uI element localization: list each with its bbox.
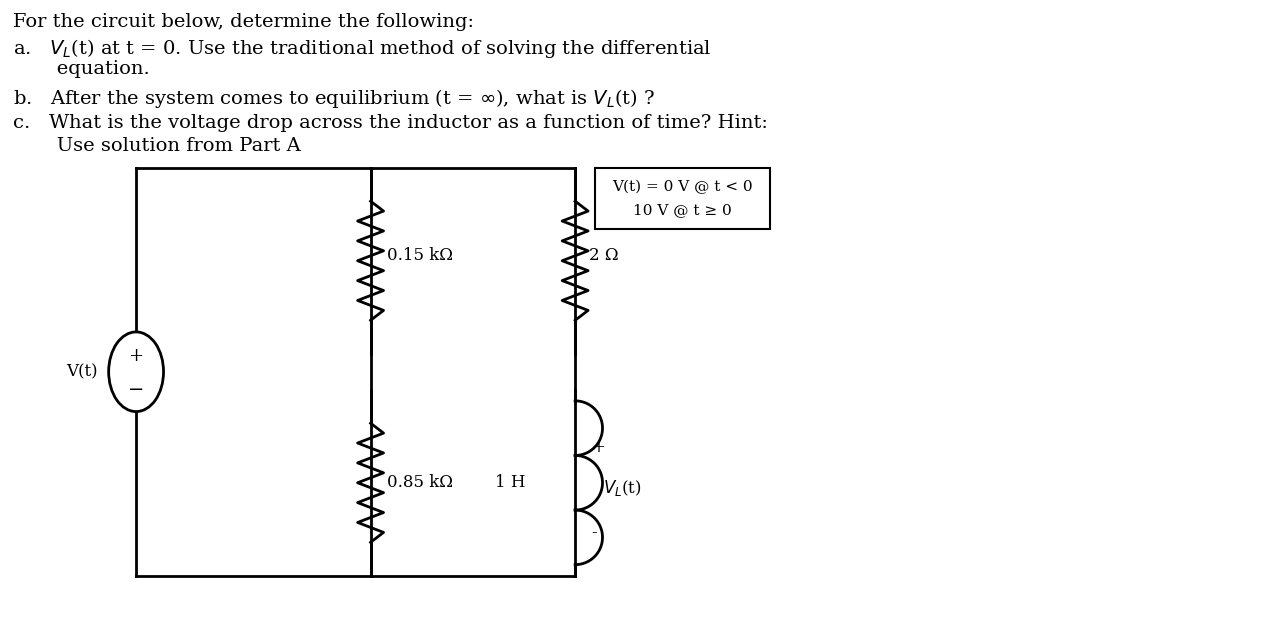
Text: c.   What is the voltage drop across the inductor as a function of time? Hint:: c. What is the voltage drop across the i…	[14, 114, 768, 132]
Text: 0.15 kΩ: 0.15 kΩ	[386, 247, 452, 264]
Text: For the circuit below, determine the following:: For the circuit below, determine the fol…	[14, 13, 474, 31]
Text: +: +	[128, 347, 144, 365]
Text: 0.85 kΩ: 0.85 kΩ	[386, 474, 452, 491]
Text: Use solution from Part A: Use solution from Part A	[14, 136, 301, 155]
Text: +: +	[591, 440, 605, 457]
Text: equation.: equation.	[14, 60, 150, 78]
Ellipse shape	[108, 332, 164, 411]
FancyBboxPatch shape	[595, 168, 770, 230]
Text: $V_L$(t): $V_L$(t)	[602, 478, 642, 498]
Text: V(t) = 0 V @ t < 0: V(t) = 0 V @ t < 0	[613, 179, 752, 194]
Text: 1 H: 1 H	[494, 474, 525, 491]
Text: a.   $V_L$(t) at t = 0. Use the traditional method of solving the differential: a. $V_L$(t) at t = 0. Use the traditiona…	[14, 37, 712, 60]
Text: −: −	[128, 381, 145, 399]
Text: 2 Ω: 2 Ω	[588, 247, 619, 264]
Text: V(t): V(t)	[66, 363, 98, 381]
Text: b.   After the system comes to equilibrium (t = $\infty$), what is $V_L$(t) ?: b. After the system comes to equilibrium…	[14, 87, 656, 110]
Text: -: -	[591, 524, 596, 541]
Text: 10 V @ t ≥ 0: 10 V @ t ≥ 0	[633, 203, 732, 218]
